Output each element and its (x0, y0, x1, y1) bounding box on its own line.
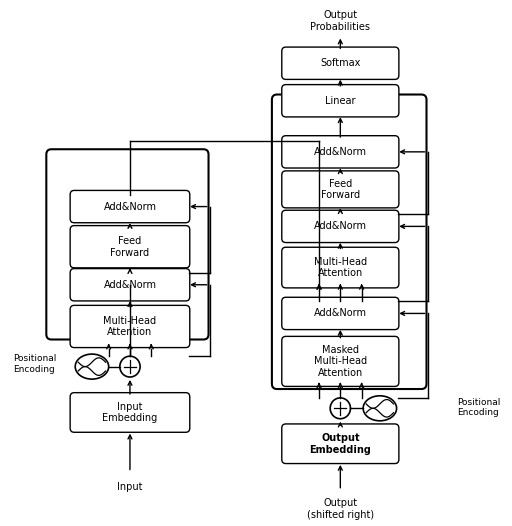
FancyBboxPatch shape (282, 47, 399, 79)
Text: Multi-Head
Attention: Multi-Head Attention (103, 316, 157, 337)
Text: Add&Norm: Add&Norm (314, 308, 367, 318)
Text: Softmax: Softmax (320, 58, 360, 68)
FancyBboxPatch shape (70, 190, 190, 222)
FancyBboxPatch shape (282, 136, 399, 168)
Text: Output
(shifted right): Output (shifted right) (307, 499, 374, 520)
FancyBboxPatch shape (70, 393, 190, 432)
FancyBboxPatch shape (70, 306, 190, 348)
Text: Linear: Linear (325, 96, 355, 106)
FancyBboxPatch shape (282, 171, 399, 208)
Text: Multi-Head
Attention: Multi-Head Attention (314, 257, 367, 278)
Text: Output
Embedding: Output Embedding (309, 433, 371, 454)
Text: Feed
Forward: Feed Forward (111, 236, 150, 258)
Text: Positional
Encoding: Positional Encoding (13, 355, 57, 373)
Text: Add&Norm: Add&Norm (314, 221, 367, 231)
FancyBboxPatch shape (282, 210, 399, 242)
Text: Add&Norm: Add&Norm (314, 147, 367, 157)
Text: Positional
Encoding: Positional Encoding (457, 398, 500, 417)
Text: Output
Probabilities: Output Probabilities (310, 11, 370, 32)
FancyBboxPatch shape (70, 226, 190, 268)
FancyBboxPatch shape (70, 269, 190, 301)
Text: Input
Embedding: Input Embedding (102, 402, 158, 423)
Text: Masked
Multi-Head
Attention: Masked Multi-Head Attention (314, 345, 367, 378)
Text: Feed
Forward: Feed Forward (321, 179, 360, 200)
FancyBboxPatch shape (282, 85, 399, 117)
Text: Add&Norm: Add&Norm (103, 201, 157, 211)
FancyBboxPatch shape (282, 297, 399, 330)
Text: Add&Norm: Add&Norm (103, 280, 157, 290)
FancyBboxPatch shape (282, 336, 399, 387)
Text: Input: Input (117, 482, 143, 492)
FancyBboxPatch shape (282, 424, 399, 463)
FancyBboxPatch shape (282, 247, 399, 288)
